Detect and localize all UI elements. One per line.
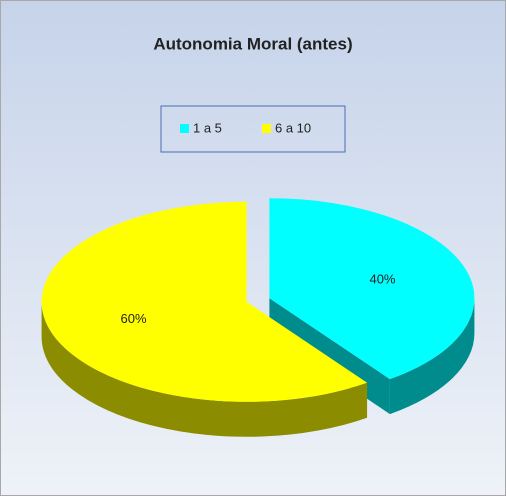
legend-swatch: [262, 124, 271, 133]
legend-swatch: [180, 124, 189, 133]
legend-label: 1 a 5: [193, 120, 222, 135]
pie-slice: [269, 198, 475, 380]
legend-box: [160, 105, 346, 153]
chart-title: Autonomia Moral (antes): [153, 34, 352, 53]
slice-wall: [41, 301, 368, 437]
data-label: 60%: [120, 311, 146, 326]
legend-label: 6 a 10: [275, 120, 311, 135]
pie-slice: [41, 201, 368, 402]
data-label: 40%: [369, 272, 395, 287]
slice-wall: [389, 298, 475, 415]
